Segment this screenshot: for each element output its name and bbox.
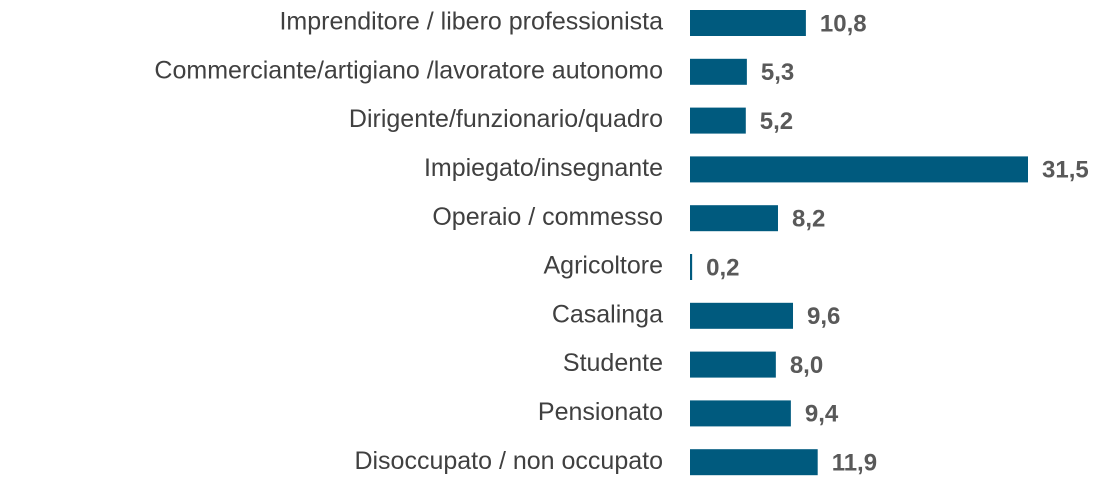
bar <box>690 351 776 378</box>
value-label: 9,6 <box>807 303 840 330</box>
category-label: Impiegato/insegnante <box>424 154 663 182</box>
value-label: 10,8 <box>820 10 867 37</box>
value-label: 11,9 <box>832 450 877 477</box>
bar <box>690 58 747 85</box>
category-label: Dirigente/funzionario/quadro <box>349 105 663 133</box>
bar <box>690 107 746 134</box>
category-label: Commerciante/artigiano /lavoratore auton… <box>154 56 663 84</box>
category-label: Operaio / commesso <box>432 203 663 231</box>
value-label: 8,2 <box>792 206 825 233</box>
category-label: Pensionato <box>538 398 663 426</box>
value-label: 5,2 <box>760 108 793 135</box>
bar <box>690 302 794 329</box>
bar <box>690 254 693 280</box>
bar <box>690 449 818 476</box>
value-label: 0,2 <box>706 254 739 281</box>
category-label: Agricoltore <box>544 252 664 280</box>
value-label: 9,4 <box>805 401 839 428</box>
bar <box>690 10 806 36</box>
bar <box>690 205 778 232</box>
value-label: 31,5 <box>1042 157 1089 184</box>
category-label: Studente <box>563 349 663 377</box>
bar <box>690 400 791 427</box>
category-label: Disoccupato / non occupato <box>354 447 663 475</box>
value-label: 5,3 <box>761 59 794 86</box>
bar <box>690 156 1028 183</box>
category-label: Imprenditore / libero professionista <box>279 8 663 36</box>
category-label: Casalinga <box>552 300 663 328</box>
value-label: 8,0 <box>790 352 823 379</box>
